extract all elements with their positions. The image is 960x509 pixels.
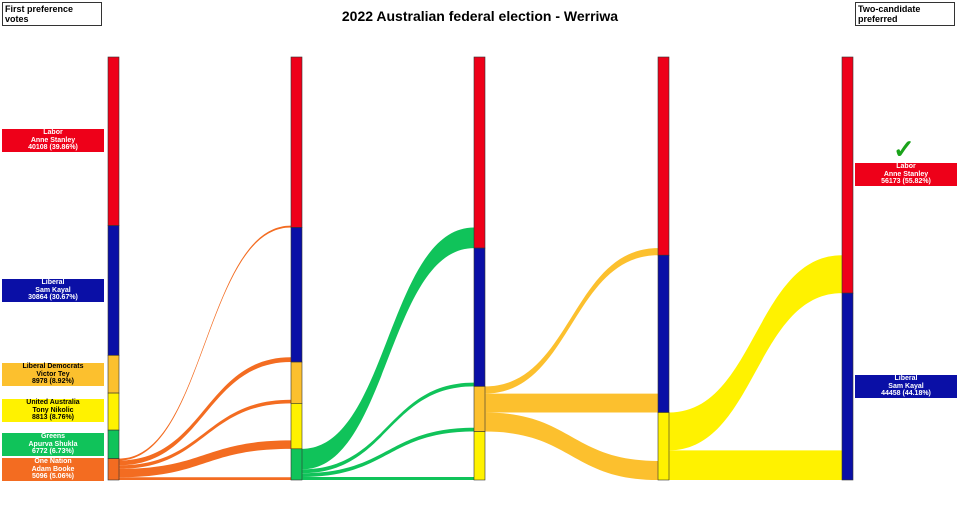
bar-uap-round-3 [473,431,486,481]
first-pref-label-votes-text: 30864 (30.67%) [28,294,78,302]
first-pref-label-name: Tony Nikolic [32,406,74,414]
bar-uap-round-2 [290,403,303,450]
first-pref-label-party: Liberal Democrats [22,363,84,370]
bar-ldp-round-3 [473,386,486,432]
first-pref-label-party: Liberal [41,279,65,286]
tcp-label-votes-text: 44458 (44.18%) [881,390,931,398]
diagram-title: 2022 Australian federal election - Werri… [341,8,619,24]
first-pref-label-on: One Nation Adam Booke 5096 (5.06%) [2,458,104,481]
flow-on-to-greens [119,477,291,480]
bar-labor-round-5 [841,56,854,294]
bar-liberal-round-3 [473,247,486,387]
first-pref-label-name: Adam Booke [31,465,75,473]
flow-greens-to-ldp [302,427,474,477]
bar-greens-round-1 [107,429,120,459]
first-pref-label-votes-text: 5096 (5.06%) [31,473,75,481]
bar-greens-round-2 [290,448,303,481]
first-pref-label-liberal: Liberal Sam Kayal 30864 (30.67%) [2,279,104,302]
bar-liberal-round-5 [841,292,854,481]
first-pref-label-votes-text: 8978 (8.92%) [31,378,75,386]
flow-uap-to-labor [669,255,842,451]
bar-labor-round-1 [107,56,120,226]
first-pref-label-name: Anne Stanley [30,136,76,144]
first-pref-label-party: Greens [40,433,66,440]
first-pref-label-party: One Nation [34,458,72,465]
flow-ldp-to-liberal [485,393,658,413]
first-pref-label-name: Victor Tey [36,370,70,378]
bar-uap-round-1 [107,392,120,431]
first-pref-label-uap: United Australia Tony Nikolic 8813 (8.76%) [2,399,104,422]
flow-greens-to-liberal [302,382,474,474]
flow-on-to-labor [119,225,291,461]
tcp-label-name: Sam Kayal [888,382,924,390]
flow-on-to-liberal [119,357,291,466]
bar-liberal-round-4 [657,254,670,413]
tcp-label-liberal: Liberal Sam Kayal 44458 (44.18%) [855,375,957,398]
first-pref-label-votes-text: 40108 (39.86%) [28,144,78,152]
checkmark-icon: ✓ [893,134,915,164]
flow-ldp-to-uap [485,412,658,480]
first-preference-header: First preference votes [2,2,102,26]
first-pref-label-party: Labor [43,129,63,136]
tcp-label-party: Liberal [894,375,918,382]
first-pref-label-greens: Greens Apurva Shukla 6772 (6.73%) [2,433,104,456]
bar-labor-round-4 [657,56,670,256]
bar-on-round-1 [107,458,120,481]
flow-greens-to-labor [302,227,474,470]
bar-labor-round-3 [473,56,486,249]
bar-ldp-round-2 [290,361,303,404]
flow-on-to-ldp [119,399,291,469]
first-pref-label-name: Apurva Shukla [28,440,78,448]
first-pref-label-votes-text: 8813 (8.76%) [31,414,75,422]
first-pref-label-name: Sam Kayal [35,286,71,294]
first-pref-label-labor: Labor Anne Stanley 40108 (39.86%) [2,129,104,152]
bar-liberal-round-2 [290,227,303,363]
flow-greens-to-uap [302,476,474,480]
tcp-label-name: Anne Stanley [883,170,929,178]
flow-on-to-uap [119,440,291,478]
bar-labor-round-2 [290,56,303,228]
tcp-label-party: Labor [896,163,916,170]
tcp-label-labor: Labor Anne Stanley 56173 (55.82%) [855,163,957,186]
two-candidate-preferred-header: Two-candidate preferred [855,2,955,26]
flow-uap-to-liberal [669,450,842,480]
first-pref-label-ldp: Liberal Democrats Victor Tey 8978 (8.92%) [2,363,104,386]
bar-uap-round-4 [657,412,670,481]
bar-ldp-round-1 [107,355,120,394]
flow-ldp-to-labor [485,248,658,394]
bar-liberal-round-1 [107,225,120,356]
first-pref-label-votes-text: 6772 (6.73%) [31,448,75,456]
first-pref-label-party: United Australia [26,399,80,406]
tcp-label-votes-text: 56173 (55.82%) [881,178,931,186]
